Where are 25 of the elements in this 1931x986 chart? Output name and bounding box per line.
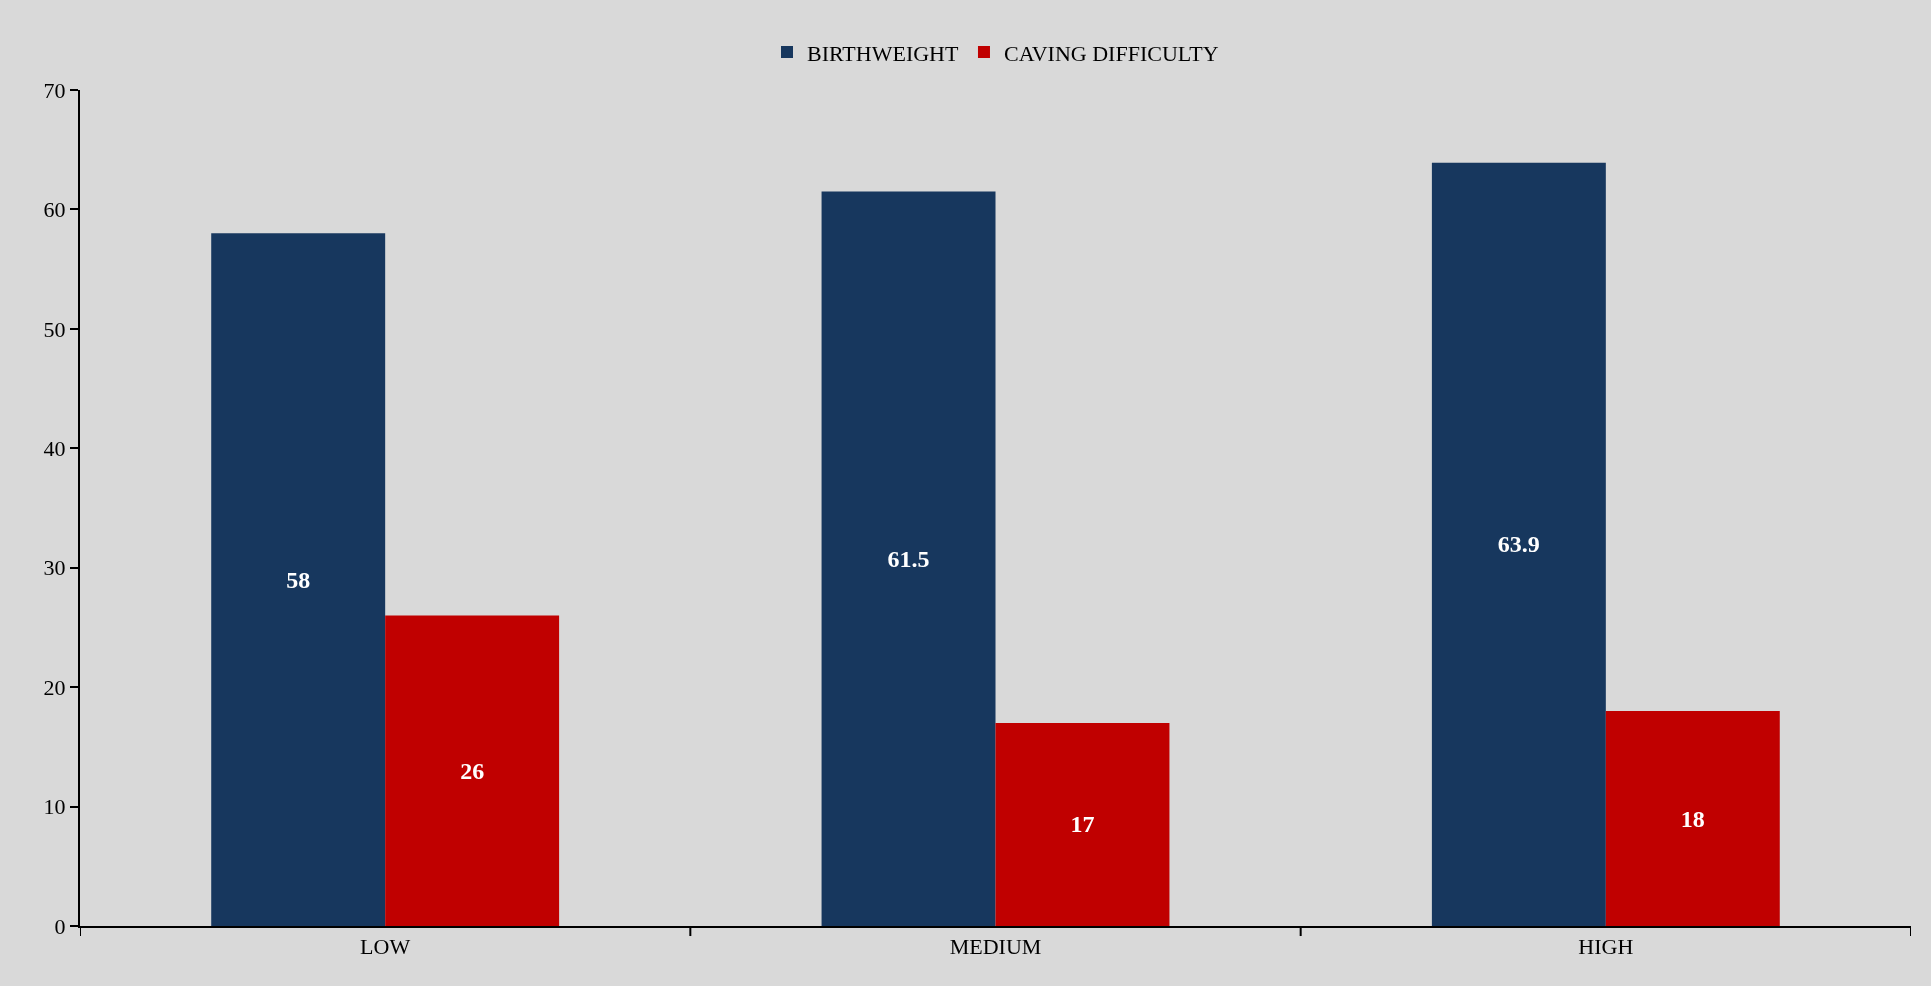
data-label: 58 (286, 566, 311, 593)
data-label: 17 (1070, 811, 1095, 838)
data-label: 26 (460, 757, 485, 784)
y-tick-label: 30 (43, 555, 66, 581)
y-tick-label: 20 (43, 674, 66, 700)
y-tick-label: 60 (43, 197, 66, 223)
x-tick-label: HIGH (1578, 934, 1634, 960)
legend-label: BIRTHWEIGHT (807, 40, 959, 66)
legend-label: CAVING DIFFICULTY (1003, 40, 1219, 66)
data-label: 61.5 (887, 545, 930, 572)
bar (1431, 162, 1606, 926)
y-tick-label: 50 (43, 316, 66, 342)
data-label: 18 (1680, 805, 1705, 832)
x-tick-label: MEDIUM (949, 934, 1042, 960)
x-tick-label: LOW (360, 934, 411, 960)
bar (821, 191, 996, 926)
y-tick-label: 10 (43, 794, 66, 820)
data-label: 63.9 (1497, 531, 1540, 558)
bar (211, 233, 386, 926)
bar (995, 722, 1170, 926)
y-tick-label: 70 (43, 77, 66, 103)
y-tick-label: 0 (54, 913, 66, 939)
y-tick-label: 40 (43, 435, 66, 461)
bar (385, 615, 560, 926)
bar (1605, 711, 1780, 926)
